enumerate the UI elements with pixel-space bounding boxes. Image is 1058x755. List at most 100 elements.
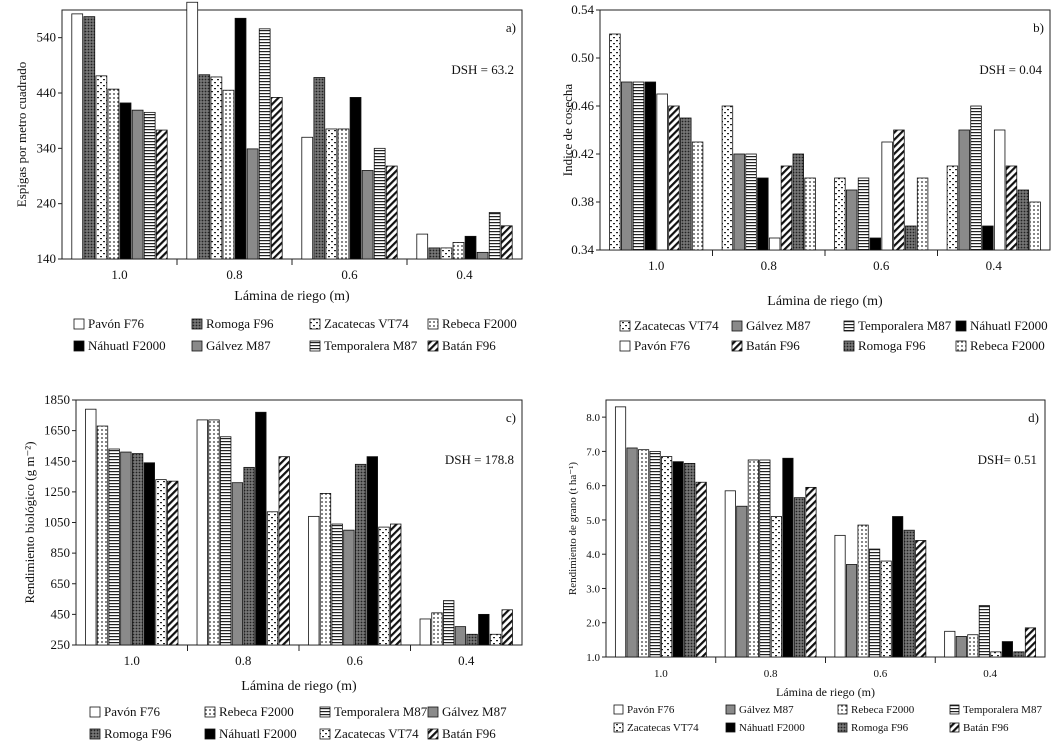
bar-temporalera-m87-0-6 <box>857 177 870 251</box>
bar-rebeca-f2000-0-4 <box>431 612 443 646</box>
y-tick-label: 1.0 <box>586 652 600 664</box>
bar-bat-n-f96-0-8 <box>805 486 817 658</box>
bar-pav-n-f76-0-4 <box>944 630 956 658</box>
bar-rebeca-f2000-1-0 <box>96 425 109 646</box>
chart-panel-2: 0.34 0.38 0.42 0.46 0.50 0.54 1.0 0.8 0.6 0.4 b) DS… <box>560 2 1051 353</box>
legend-swatch <box>843 320 855 332</box>
bar-romoga-f96-0-8 <box>198 74 211 260</box>
bar-bat-n-f96-0-6 <box>390 523 402 646</box>
x-tick-label: 0.4 <box>983 668 997 680</box>
chart-panel-4: 1.0 2.0 3.0 4.0 5.0 6.0 7.0 8.0 1.0 0.8 0.6 0.4 d) DS… <box>567 399 1046 734</box>
bar-n-huatl-f2000-0-6 <box>892 516 904 658</box>
bar-pav-n-f76-0-6 <box>834 534 846 658</box>
bar-pav-n-f76-0-8 <box>724 490 736 658</box>
legend-swatch <box>731 320 743 332</box>
bar-zacatecas-vt74-1-0 <box>155 479 167 646</box>
legend-label: Gálvez M87 <box>206 338 271 353</box>
legend-label: Zacatecas VT74 <box>334 726 419 741</box>
legend-label: Náhuatl F2000 <box>219 726 297 741</box>
bar-rebeca-f2000-1-0 <box>691 141 704 251</box>
legend-swatch <box>73 340 85 352</box>
y-tick-label: 1050 <box>44 515 70 530</box>
panel-label: a) <box>506 20 516 35</box>
bar-zacatecas-vt74-0-8 <box>770 516 782 658</box>
bar-temporalera-m87-0-4 <box>970 105 982 251</box>
x-axis-label: Lámina de riego (m) <box>241 679 357 694</box>
x-tick-label: 0.8 <box>235 653 251 668</box>
bar-n-huatl-f2000-0-6 <box>869 237 882 251</box>
legend-swatch <box>955 320 967 332</box>
bar-zacatecas-vt74-1-0 <box>661 456 673 658</box>
x-tick-label: 1.0 <box>124 653 140 668</box>
legend-label: Batán F96 <box>442 338 496 353</box>
bar-romoga-f96-1-0 <box>684 462 696 658</box>
dsh-annotation: DSH = 178.8 <box>445 452 514 467</box>
legend-swatch <box>949 722 960 733</box>
bar-zacatecas-vt74-0-4 <box>440 247 453 260</box>
bar-romoga-f96-0-6 <box>354 463 367 646</box>
x-tick-label: 1.0 <box>111 267 127 282</box>
x-tick-label: 0.6 <box>347 653 364 668</box>
legend-label: Rebeca F2000 <box>219 704 294 719</box>
bar-rebeca-f2000-1-0 <box>107 88 120 260</box>
x-axis-label: Lámina de riego (m) <box>767 294 883 309</box>
bar-bat-n-f96-1-0 <box>695 481 707 658</box>
legend-swatch <box>619 340 631 352</box>
bar-rebeca-f2000-0-8 <box>804 177 816 251</box>
bar-g-lvez-m87-1-0 <box>131 109 144 260</box>
bar-g-lvez-m87-0-6 <box>361 170 374 260</box>
y-tick-label: 540 <box>37 30 57 45</box>
legend-swatch <box>309 340 321 352</box>
x-tick-label: 1.0 <box>648 258 664 273</box>
bar-romoga-f96-1-0 <box>131 453 144 646</box>
bar-bat-n-f96-1-0 <box>155 129 168 260</box>
x-tick-label: 1.0 <box>654 668 668 680</box>
legend-label: Zacatecas VT74 <box>627 722 699 734</box>
x-tick-label: 0.8 <box>764 668 778 680</box>
legend-swatch <box>191 340 203 352</box>
bar-bat-n-f96-0-8 <box>780 165 793 251</box>
legend-label: Romoga F96 <box>858 338 926 353</box>
bar-romoga-f96-1-0 <box>83 16 96 260</box>
legend-swatch <box>89 728 101 740</box>
legend-label: Zacatecas VT74 <box>634 318 719 333</box>
bar-n-huatl-f2000-0-6 <box>349 97 362 260</box>
bar-bat-n-f96-0-6 <box>915 540 927 658</box>
bar-romoga-f96-0-6 <box>903 529 915 658</box>
bar-temporalera-m87-0-4 <box>488 212 501 260</box>
bar-n-huatl-f2000-0-8 <box>255 411 267 646</box>
bar-pav-n-f76-1-0 <box>71 13 84 260</box>
y-tick-label: 340 <box>37 140 57 155</box>
legend-label: Pavón F76 <box>634 338 690 353</box>
legend-label: Batán F96 <box>442 726 496 741</box>
bar-zacatecas-vt74-0-4 <box>489 633 502 646</box>
bar-rebeca-f2000-0-4 <box>452 241 465 260</box>
bar-pav-n-f76-0-4 <box>419 618 431 646</box>
bar-bat-n-f96-0-4 <box>1005 165 1018 251</box>
bar-g-lvez-m87-0-4 <box>454 626 467 646</box>
bar-n-huatl-f2000-0-4 <box>478 613 490 646</box>
y-tick-label: 2.0 <box>586 618 600 630</box>
y-tick-label: 0.38 <box>571 194 594 209</box>
bar-temporalera-m87-1-0 <box>632 81 645 251</box>
bar-n-huatl-f2000-1-0 <box>119 102 132 260</box>
bar-rebeca-f2000-0-4 <box>967 634 979 658</box>
bar-pav-n-f76-0-8 <box>186 1 199 260</box>
bar-temporalera-m87-0-6 <box>331 523 343 646</box>
legend-swatch <box>204 728 216 740</box>
y-tick-label: 0.46 <box>571 98 594 113</box>
bar-temporalera-m87-1-0 <box>108 448 120 646</box>
bar-rebeca-f2000-0-6 <box>916 177 929 251</box>
legend-swatch <box>191 318 203 330</box>
legend-swatch <box>949 704 960 715</box>
bar-temporalera-m87-0-8 <box>258 28 271 260</box>
legend-swatch <box>613 704 624 715</box>
y-tick-label: 8.0 <box>586 412 600 424</box>
bar-temporalera-m87-0-6 <box>869 548 881 658</box>
y-tick-label: 850 <box>51 545 71 560</box>
panel-label: c) <box>506 410 516 425</box>
x-axis-label: Lámina de riego (m) <box>234 289 350 304</box>
x-tick-label: 0.4 <box>986 258 1003 273</box>
bar-n-huatl-f2000-0-4 <box>1001 641 1013 658</box>
